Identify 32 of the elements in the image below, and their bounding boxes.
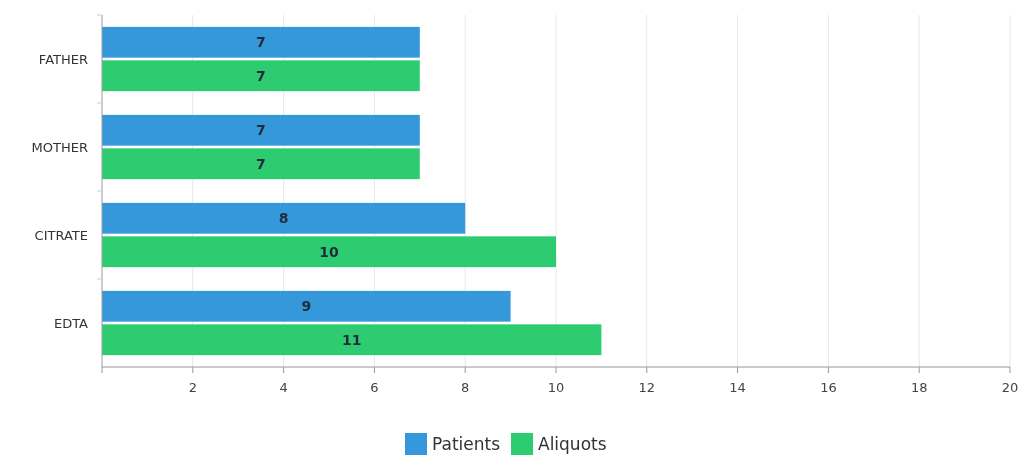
data-label: 7 <box>256 122 266 139</box>
y-tick-label: FATHER <box>38 51 88 67</box>
bar <box>102 148 420 180</box>
data-label: 9 <box>301 298 312 315</box>
bar <box>102 26 420 58</box>
y-tick-label: CITRATE <box>34 227 88 243</box>
bar <box>102 236 556 268</box>
bar <box>102 324 602 356</box>
x-tick-label: 16 <box>820 380 837 395</box>
x-tick-label: 18 <box>910 380 928 395</box>
x-tick-label: 4 <box>279 380 288 395</box>
x-tick-label: 20 <box>1001 380 1019 395</box>
data-label: 7 <box>256 34 266 51</box>
legend-label: Aliquots <box>538 433 607 454</box>
x-tick-label: 6 <box>370 380 379 395</box>
x-tick-label: 10 <box>547 380 565 395</box>
bar <box>102 202 466 234</box>
data-label: 7 <box>256 67 266 84</box>
data-label: 7 <box>256 155 266 172</box>
x-tick-label: 2 <box>188 380 197 395</box>
legend-label: Patients <box>432 433 501 454</box>
y-tick-label: EDTA <box>53 315 89 331</box>
bar <box>102 114 420 146</box>
data-label: 11 <box>341 331 362 348</box>
bar <box>102 290 511 322</box>
data-label: 8 <box>278 210 289 227</box>
y-tick-label: MOTHER <box>31 139 88 155</box>
x-tick-label: 12 <box>638 380 656 395</box>
bar <box>102 60 420 92</box>
data-label: 10 <box>319 243 339 260</box>
x-tick-label: 14 <box>729 380 746 395</box>
x-tick-label: 8 <box>461 380 470 395</box>
